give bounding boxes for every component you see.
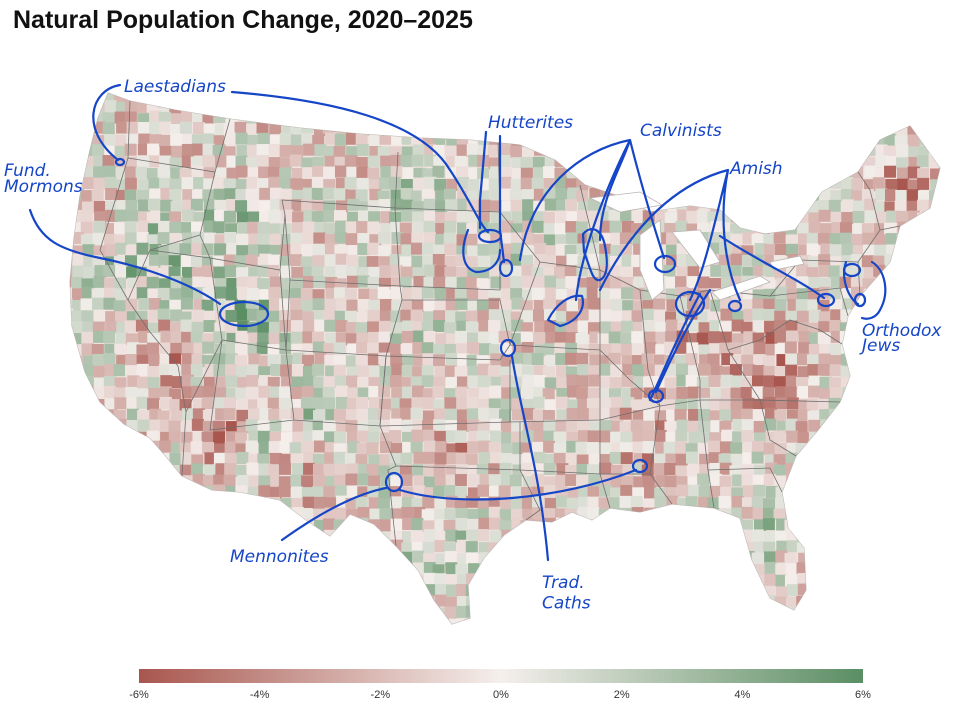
hutterites-circle-3 <box>462 228 502 274</box>
fund-mormons-leader <box>28 208 222 306</box>
laestadians-region-circle <box>114 157 126 167</box>
amish-circle-4 <box>647 388 665 404</box>
amish-circle-1 <box>674 290 706 318</box>
calvinists-circle-1 <box>581 228 608 282</box>
mennonites-circle-1 <box>384 471 404 493</box>
mennonites-circle-2 <box>631 458 649 474</box>
county-cells <box>70 93 940 624</box>
legend-tick-label: 4% <box>734 689 750 701</box>
annotation-layer: Laestadians Hutterites Calvinists Amish … <box>4 77 942 614</box>
amish-label: Amish <box>729 159 783 179</box>
amish-circle-2 <box>727 299 743 313</box>
hutterites-circle-1 <box>477 228 503 244</box>
calvinists-leader <box>518 138 666 302</box>
legend-tick-label: -6% <box>129 689 149 701</box>
laestadians-label: Laestadians <box>124 77 226 97</box>
calvinists-label: Calvinists <box>640 121 722 141</box>
state-borders <box>99 100 901 547</box>
legend-ticks: -6% -4% -2% 0% 2% 4% 6% <box>129 689 871 701</box>
legend-color-bar <box>139 669 863 683</box>
map-title: Natural Population Change, 2020–2025 <box>13 6 473 34</box>
fund-mormons-circle <box>218 300 270 328</box>
hutterites-circle-2 <box>498 258 514 278</box>
mennonites-leader <box>280 468 638 542</box>
hutterites-label: Hutterites <box>488 113 573 133</box>
trad-caths-circle <box>499 338 517 358</box>
orthodox-jews-circle-1 <box>842 262 862 278</box>
amish-circle-3 <box>816 292 836 308</box>
fund-mormons-label: Fund. Mormons <box>4 161 83 197</box>
orthodox-jews-circle-2 <box>853 292 867 308</box>
legend-tick-label: 2% <box>614 689 630 701</box>
color-legend: -6% -4% -2% 0% 2% 4% 6% <box>129 669 871 701</box>
amish-leader <box>598 168 826 402</box>
legend-tick-label: 0% <box>493 689 509 701</box>
legend-tick-label: -2% <box>371 689 391 701</box>
mennonites-label: Mennonites <box>230 547 329 567</box>
legend-tick-label: 6% <box>855 689 871 701</box>
trad-caths-leader <box>510 354 550 562</box>
legend-tick-label: -4% <box>250 689 270 701</box>
calvinists-circle-2 <box>653 254 677 274</box>
orthodox-jews-label: Orthodox Jews <box>859 321 942 356</box>
calvinists-circle-3 <box>546 294 584 328</box>
hutterites-leader <box>478 130 506 264</box>
laestadians-leader <box>92 83 490 234</box>
trad-caths-label: Trad. Caths <box>542 573 591 614</box>
